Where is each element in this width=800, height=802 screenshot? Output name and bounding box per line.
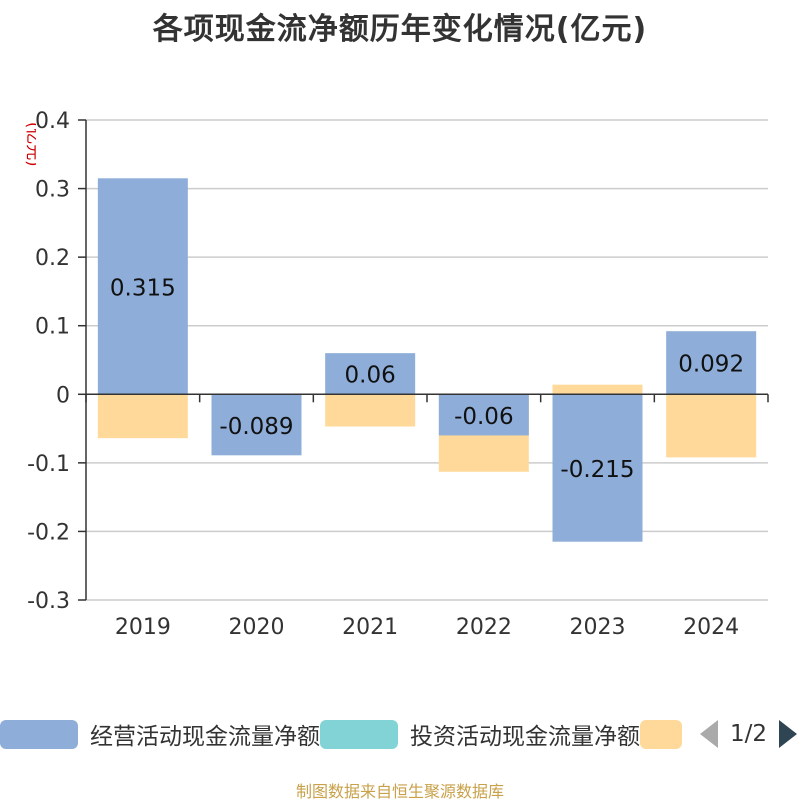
y-tick-label: 0.3 <box>35 178 70 203</box>
bar-series3 <box>666 394 757 458</box>
bar-operating <box>97 178 188 395</box>
legend-label-operating: 经营活动现金流量净额 <box>90 724 320 750</box>
legend-item-operating[interactable]: 经营活动现金流量净额 <box>0 712 320 756</box>
x-tick-label: 2020 <box>229 615 285 640</box>
bar-series3 <box>97 394 188 439</box>
legend-swatch-operating <box>0 719 78 749</box>
y-tick-label: -0.3 <box>27 589 70 614</box>
y-tick-label: -0.1 <box>27 452 70 477</box>
legend-page-indicator: 1/2 <box>730 721 768 747</box>
legend-item-financing[interactable] <box>640 712 694 756</box>
data-label-operating: 0.315 <box>110 275 176 301</box>
x-tick-label: 2022 <box>456 615 512 640</box>
bar-operating <box>325 353 416 395</box>
x-tick-label: 2023 <box>570 615 626 640</box>
data-label-operating: 0.06 <box>345 363 396 389</box>
x-tick-label: 2021 <box>342 615 398 640</box>
bar-series3 <box>552 384 643 395</box>
y-tick-label: 0 <box>56 383 70 408</box>
bar-operating <box>552 394 643 542</box>
y-tick-label: 0.2 <box>35 246 70 271</box>
bar-operating <box>211 394 302 456</box>
data-label-operating: -0.089 <box>219 414 293 440</box>
legend-next-arrow-icon[interactable] <box>779 720 798 748</box>
data-label-operating: -0.215 <box>560 457 634 483</box>
legend-item-investing[interactable]: 投资活动现金流量净额 <box>320 712 640 756</box>
bar-series3 <box>325 394 416 427</box>
x-tick-label: 2019 <box>115 615 171 640</box>
y-axis-unit-label: (亿元) <box>24 122 36 167</box>
data-label-operating: -0.06 <box>454 404 514 430</box>
bar-operating <box>438 394 529 436</box>
y-axis-unit: (亿元) <box>24 122 36 167</box>
data-source-note: 制图数据来自恒生聚源数据库 <box>295 782 504 801</box>
y-tick-label: 0.1 <box>35 315 70 340</box>
bar-operating <box>666 331 757 395</box>
legend-swatch-financing <box>640 719 682 749</box>
data-label-operating: 0.092 <box>678 352 744 378</box>
y-tick-label: 0.4 <box>35 109 70 134</box>
chart-title: 各项现金流净额历年变化情况(亿元) <box>152 12 648 47</box>
legend: 经营活动现金流量净额 投资活动现金流量净额 1/2 <box>0 712 800 756</box>
x-tick-label: 2024 <box>683 615 739 640</box>
legend-swatch-investing <box>320 719 398 749</box>
legend-pager: 1/2 <box>700 712 798 756</box>
bar-chart: 0.4 0.3 0.2 0.1 0 -0.1 -0.2 -0.3 0.315 2019 -0.089… <box>27 109 769 640</box>
legend-prev-arrow-icon[interactable] <box>700 720 718 748</box>
legend-label-investing: 投资活动现金流量净额 <box>410 724 640 750</box>
y-tick-label: -0.2 <box>27 520 70 545</box>
